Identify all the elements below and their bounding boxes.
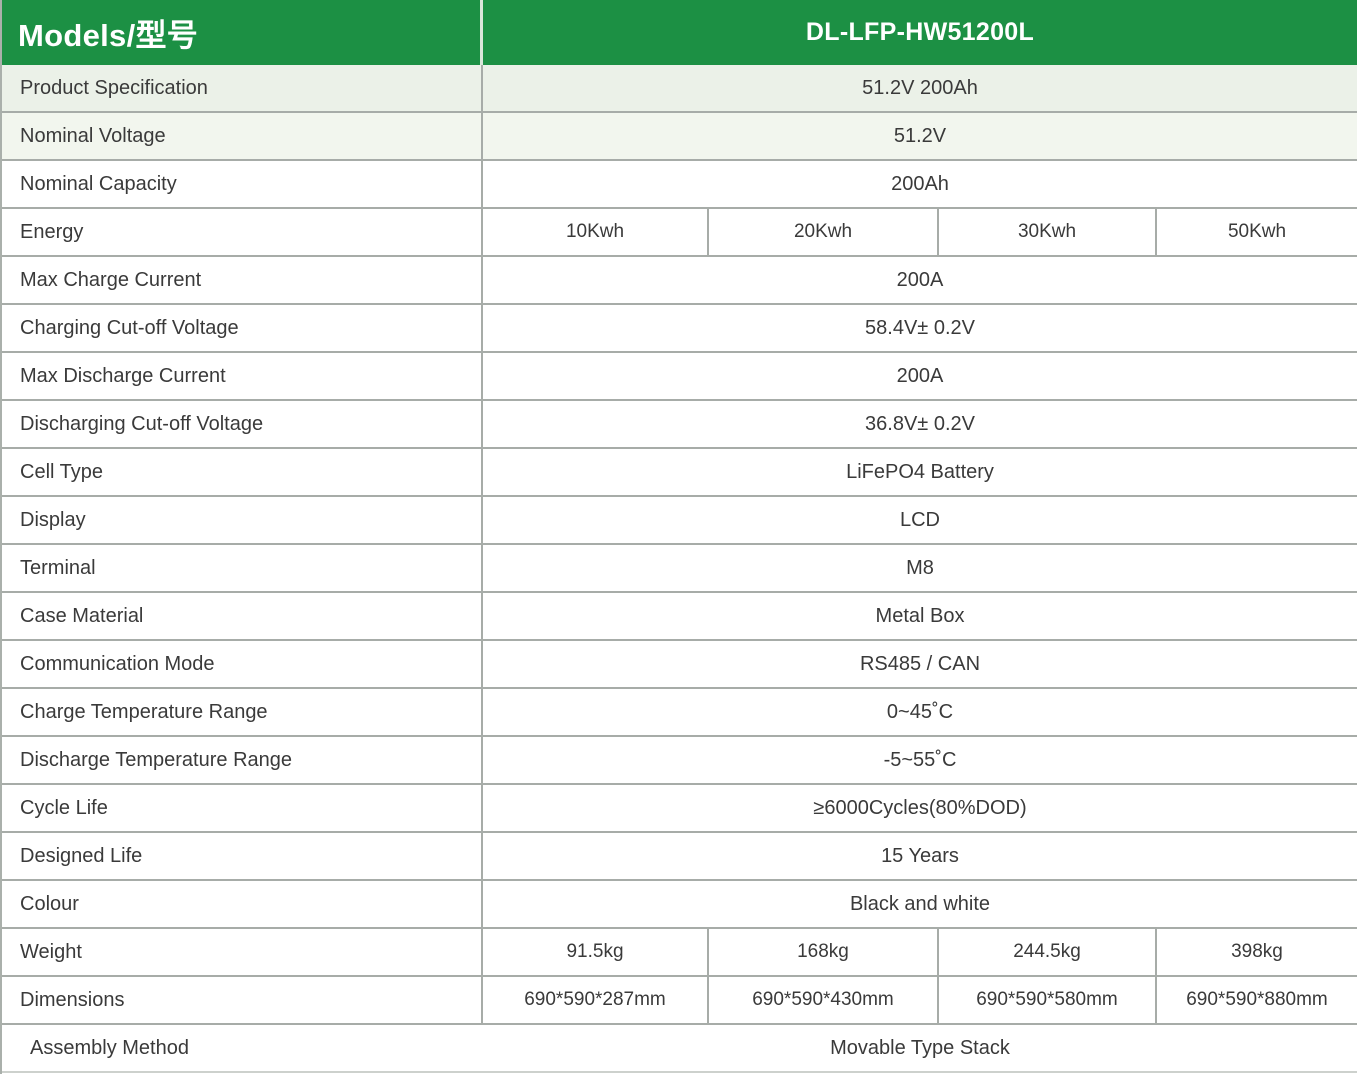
row-value: -5~55˚C bbox=[883, 748, 957, 771]
row-value: Black and white bbox=[849, 892, 991, 915]
spec-row-designed-life: Designed Life 15 Years bbox=[2, 833, 1357, 881]
dimensions-option-cell: 690*590*430mm bbox=[707, 977, 937, 1023]
row-label: Communication Mode bbox=[2, 641, 483, 687]
row-value: 51.2V bbox=[893, 124, 947, 147]
row-value: 51.2V 200Ah bbox=[862, 76, 978, 99]
spec-row-discharging-cutoff-voltage: Discharging Cut-off Voltage 36.8V± 0.2V bbox=[2, 401, 1357, 449]
spec-row-case-material: Case Material Metal Box bbox=[2, 593, 1357, 641]
row-value: ≥6000Cycles(80%DOD) bbox=[813, 796, 1027, 819]
spec-row-weight: Weight 91.5kg 168kg 244.5kg 398kg bbox=[2, 929, 1357, 977]
row-value-group: 690*590*287mm 690*590*430mm 690*590*580m… bbox=[483, 977, 1357, 1023]
models-header-cell: Models/型号 bbox=[2, 0, 483, 65]
weight-option-cell: 91.5kg bbox=[566, 941, 624, 962]
spec-row-discharge-temperature-range: Discharge Temperature Range -5~55˚C bbox=[2, 737, 1357, 785]
row-value: M8 bbox=[906, 556, 934, 579]
energy-option-cell: 30Kwh bbox=[937, 209, 1155, 255]
row-value: RS485 / CAN bbox=[859, 652, 981, 675]
row-value: 200A bbox=[896, 268, 944, 291]
row-label: Weight bbox=[2, 929, 483, 975]
energy-option-cell: 10Kwh bbox=[565, 221, 625, 242]
spec-row-dimensions: Dimensions 690*590*287mm 690*590*430mm 6… bbox=[2, 977, 1357, 1025]
table-header-row: Models/型号 DL-LFP-HW51200L bbox=[2, 0, 1357, 65]
row-label: Nominal Voltage bbox=[2, 113, 483, 159]
row-label: Discharging Cut-off Voltage bbox=[2, 401, 483, 447]
spec-row-nominal-voltage: Nominal Voltage 51.2V bbox=[2, 113, 1357, 161]
spec-row-charge-temperature-range: Charge Temperature Range 0~45˚C bbox=[2, 689, 1357, 737]
row-value: 0~45˚C bbox=[886, 700, 954, 723]
row-label: Max Discharge Current bbox=[2, 353, 483, 399]
row-value: 15 Years bbox=[881, 844, 959, 867]
model-name-cell: DL-LFP-HW51200L bbox=[805, 18, 1035, 46]
row-value: Metal Box bbox=[875, 604, 965, 627]
row-label: Product Specification bbox=[2, 65, 483, 111]
row-label: Charging Cut-off Voltage bbox=[2, 305, 483, 351]
row-label: Terminal bbox=[2, 545, 483, 591]
row-value-group: 91.5kg 168kg 244.5kg 398kg bbox=[483, 929, 1357, 975]
weight-option-cell: 398kg bbox=[1155, 929, 1357, 975]
energy-option-cell: 50Kwh bbox=[1155, 209, 1357, 255]
row-label: Assembly Method bbox=[30, 1036, 189, 1059]
spec-row-display: Display LCD bbox=[2, 497, 1357, 545]
spec-row-energy: Energy 10Kwh 20Kwh 30Kwh 50Kwh bbox=[2, 209, 1357, 257]
dimensions-option-cell: 690*590*880mm bbox=[1155, 977, 1357, 1023]
energy-option-cell: 20Kwh bbox=[707, 209, 937, 255]
row-value: Movable Type Stack bbox=[830, 1036, 1010, 1059]
spec-row-product-specification: Product Specification 51.2V 200Ah bbox=[2, 65, 1357, 113]
dimensions-option-cell: 690*590*287mm bbox=[524, 989, 666, 1010]
spec-row-cell-type: Cell Type LiFePO4 Battery bbox=[2, 449, 1357, 497]
row-label: Cycle Life bbox=[2, 785, 483, 831]
row-label: Energy bbox=[2, 209, 483, 255]
row-label: Display bbox=[2, 497, 483, 543]
spec-row-terminal: Terminal M8 bbox=[2, 545, 1357, 593]
row-label: Nominal Capacity bbox=[2, 161, 483, 207]
row-value: 36.8V± 0.2V bbox=[865, 412, 975, 435]
spec-row-max-discharge-current: Max Discharge Current 200A bbox=[2, 353, 1357, 401]
spec-row-max-charge-current: Max Charge Current 200A bbox=[2, 257, 1357, 305]
spec-row-assembly-method: Assembly Method Movable Type Stack bbox=[2, 1025, 1357, 1073]
spec-row-nominal-capacity: Nominal Capacity 200Ah bbox=[2, 161, 1357, 209]
row-label: Dimensions bbox=[2, 977, 483, 1023]
row-label: Designed Life bbox=[2, 833, 483, 879]
row-label: Case Material bbox=[2, 593, 483, 639]
row-label: Colour bbox=[2, 881, 483, 927]
dimensions-option-cell: 690*590*580mm bbox=[937, 977, 1155, 1023]
row-label: Cell Type bbox=[2, 449, 483, 495]
row-label: Charge Temperature Range bbox=[2, 689, 483, 735]
row-value: 200Ah bbox=[891, 172, 949, 195]
row-value: LCD bbox=[899, 508, 940, 531]
row-value: 200A bbox=[896, 364, 944, 387]
weight-option-cell: 244.5kg bbox=[937, 929, 1155, 975]
spec-row-cycle-life: Cycle Life ≥6000Cycles(80%DOD) bbox=[2, 785, 1357, 833]
row-value-group: 10Kwh 20Kwh 30Kwh 50Kwh bbox=[483, 209, 1357, 255]
row-label: Discharge Temperature Range bbox=[2, 737, 483, 783]
spec-row-charging-cutoff-voltage: Charging Cut-off Voltage 58.4V± 0.2V bbox=[2, 305, 1357, 353]
row-value: 58.4V± 0.2V bbox=[865, 316, 975, 339]
row-label: Max Charge Current bbox=[2, 257, 483, 303]
spec-row-communication-mode: Communication Mode RS485 / CAN bbox=[2, 641, 1357, 689]
weight-option-cell: 168kg bbox=[707, 929, 937, 975]
row-value: LiFePO4 Battery bbox=[846, 460, 994, 483]
spec-row-colour: Colour Black and white bbox=[2, 881, 1357, 929]
